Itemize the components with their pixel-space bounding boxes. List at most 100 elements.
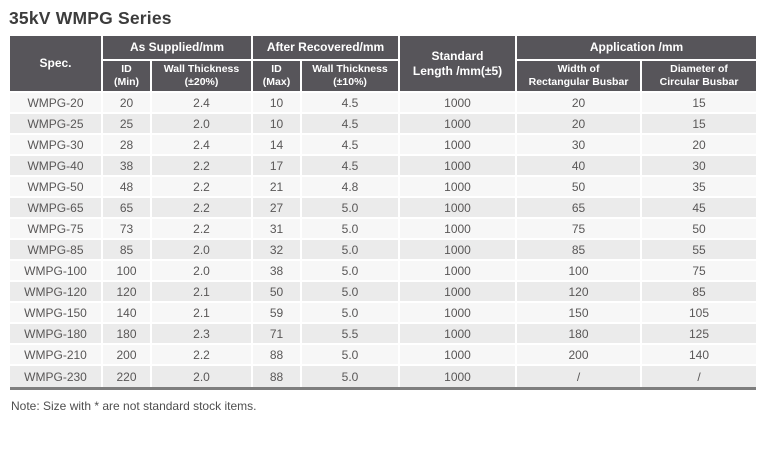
header-sub-row: ID (Min) Wall Thickness (±20%) ID (Max) … — [10, 61, 757, 94]
value-cell: 140 — [642, 345, 757, 367]
table-row: WMPG-180 180 2.3 71 5.5 1000 180 125 — [10, 324, 757, 346]
value-cell: 45 — [642, 198, 757, 220]
value-cell: 2.4 — [152, 93, 254, 115]
footnote: Note: Size with * are not standard stock… — [11, 399, 257, 414]
spec-cell: WMPG-150 — [10, 303, 103, 325]
value-cell: 17 — [253, 156, 303, 178]
value-cell: 1000 — [400, 261, 518, 283]
header-after-recovered: After Recovered/mm — [253, 36, 401, 61]
value-cell: 5.0 — [302, 345, 401, 367]
value-cell: 88 — [253, 366, 303, 388]
table-row: WMPG-100 100 2.0 38 5.0 1000 100 75 — [10, 261, 757, 283]
value-cell: 59 — [253, 303, 303, 325]
table-row: WMPG-210 200 2.2 88 5.0 1000 200 140 — [10, 345, 757, 367]
value-cell: 2.0 — [152, 114, 254, 136]
value-cell: 71 — [253, 324, 303, 346]
table-row: WMPG-65 65 2.2 27 5.0 1000 65 45 — [10, 198, 757, 220]
spec-cell: WMPG-50 — [10, 177, 103, 199]
value-cell: 20 — [642, 135, 757, 157]
value-cell: 1000 — [400, 345, 518, 367]
value-cell: 100 — [103, 261, 152, 283]
header-id-max: ID (Max) — [253, 61, 303, 94]
value-cell: 4.5 — [302, 114, 401, 136]
value-cell: 1000 — [400, 156, 518, 178]
header-width-rect-busbar: Width of Rectangular Busbar — [517, 61, 643, 94]
value-cell: 1000 — [400, 135, 518, 157]
value-cell: 10 — [253, 114, 303, 136]
spec-cell: WMPG-120 — [10, 282, 103, 304]
value-cell: 220 — [103, 366, 152, 388]
value-cell: 75 — [517, 219, 643, 241]
header-as-supplied: As Supplied/mm — [103, 36, 254, 61]
value-cell: 5.0 — [302, 282, 401, 304]
value-cell: 38 — [103, 156, 152, 178]
value-cell: 20 — [103, 93, 152, 115]
value-cell: 85 — [103, 240, 152, 262]
value-cell: / — [517, 366, 643, 388]
value-cell: 1000 — [400, 303, 518, 325]
value-cell: 1000 — [400, 240, 518, 262]
spec-cell: WMPG-25 — [10, 114, 103, 136]
value-cell: 4.8 — [302, 177, 401, 199]
value-cell: 2.4 — [152, 135, 254, 157]
value-cell: 2.0 — [152, 261, 254, 283]
value-cell: 200 — [103, 345, 152, 367]
value-cell: 2.1 — [152, 282, 254, 304]
spec-cell: WMPG-30 — [10, 135, 103, 157]
header-dia-circ-busbar: Diameter of Circular Busbar — [642, 61, 757, 94]
table-row: WMPG-30 28 2.4 14 4.5 1000 30 20 — [10, 135, 757, 157]
value-cell: 48 — [103, 177, 152, 199]
table-row: WMPG-120 120 2.1 50 5.0 1000 120 85 — [10, 282, 757, 304]
spec-table: Spec. As Supplied/mm After Recovered/mm … — [10, 36, 757, 391]
value-cell: 2.0 — [152, 366, 254, 388]
value-cell: 35 — [642, 177, 757, 199]
value-cell: 38 — [253, 261, 303, 283]
value-cell: 2.3 — [152, 324, 254, 346]
table-row: WMPG-25 25 2.0 10 4.5 1000 20 15 — [10, 114, 757, 136]
table-row: WMPG-75 73 2.2 31 5.0 1000 75 50 — [10, 219, 757, 241]
value-cell: 2.2 — [152, 219, 254, 241]
value-cell: 85 — [642, 282, 757, 304]
value-cell: 55 — [642, 240, 757, 262]
value-cell: 2.0 — [152, 240, 254, 262]
value-cell: 120 — [103, 282, 152, 304]
header-spec: Spec. — [10, 36, 103, 94]
spec-cell: WMPG-85 — [10, 240, 103, 262]
spec-cell: WMPG-210 — [10, 345, 103, 367]
value-cell: 73 — [103, 219, 152, 241]
value-cell: 5.0 — [302, 219, 401, 241]
value-cell: 1000 — [400, 177, 518, 199]
value-cell: 1000 — [400, 366, 518, 388]
spec-cell: WMPG-20 — [10, 93, 103, 115]
value-cell: 1000 — [400, 219, 518, 241]
header-id-min: ID (Min) — [103, 61, 152, 94]
value-cell: 50 — [642, 219, 757, 241]
value-cell: 5.0 — [302, 240, 401, 262]
value-cell: 180 — [103, 324, 152, 346]
value-cell: 20 — [517, 114, 643, 136]
table-header: Spec. As Supplied/mm After Recovered/mm … — [10, 36, 757, 94]
value-cell: 140 — [103, 303, 152, 325]
value-cell: 5.0 — [302, 261, 401, 283]
value-cell: 1000 — [400, 198, 518, 220]
value-cell: 20 — [517, 93, 643, 115]
value-cell: 2.2 — [152, 156, 254, 178]
header-standard-length: Standard Length /mm(±5) — [400, 36, 518, 94]
value-cell: 25 — [103, 114, 152, 136]
value-cell: 1000 — [400, 282, 518, 304]
table-row: WMPG-85 85 2.0 32 5.0 1000 85 55 — [10, 240, 757, 262]
value-cell: 105 — [642, 303, 757, 325]
value-cell: 125 — [642, 324, 757, 346]
value-cell: 200 — [517, 345, 643, 367]
table-row: WMPG-230 220 2.0 88 5.0 1000// — [10, 366, 757, 388]
value-cell: 15 — [642, 93, 757, 115]
spec-cell: WMPG-65 — [10, 198, 103, 220]
value-cell: 15 — [642, 114, 757, 136]
table-row: WMPG-20 20 2.4 10 4.5 1000 20 15 — [10, 93, 757, 115]
value-cell: 150 — [517, 303, 643, 325]
value-cell: 2.2 — [152, 345, 254, 367]
table-row: WMPG-40 38 2.2 17 4.5 1000 40 30 — [10, 156, 757, 178]
value-cell: 4.5 — [302, 135, 401, 157]
value-cell: 50 — [253, 282, 303, 304]
value-cell: 65 — [517, 198, 643, 220]
